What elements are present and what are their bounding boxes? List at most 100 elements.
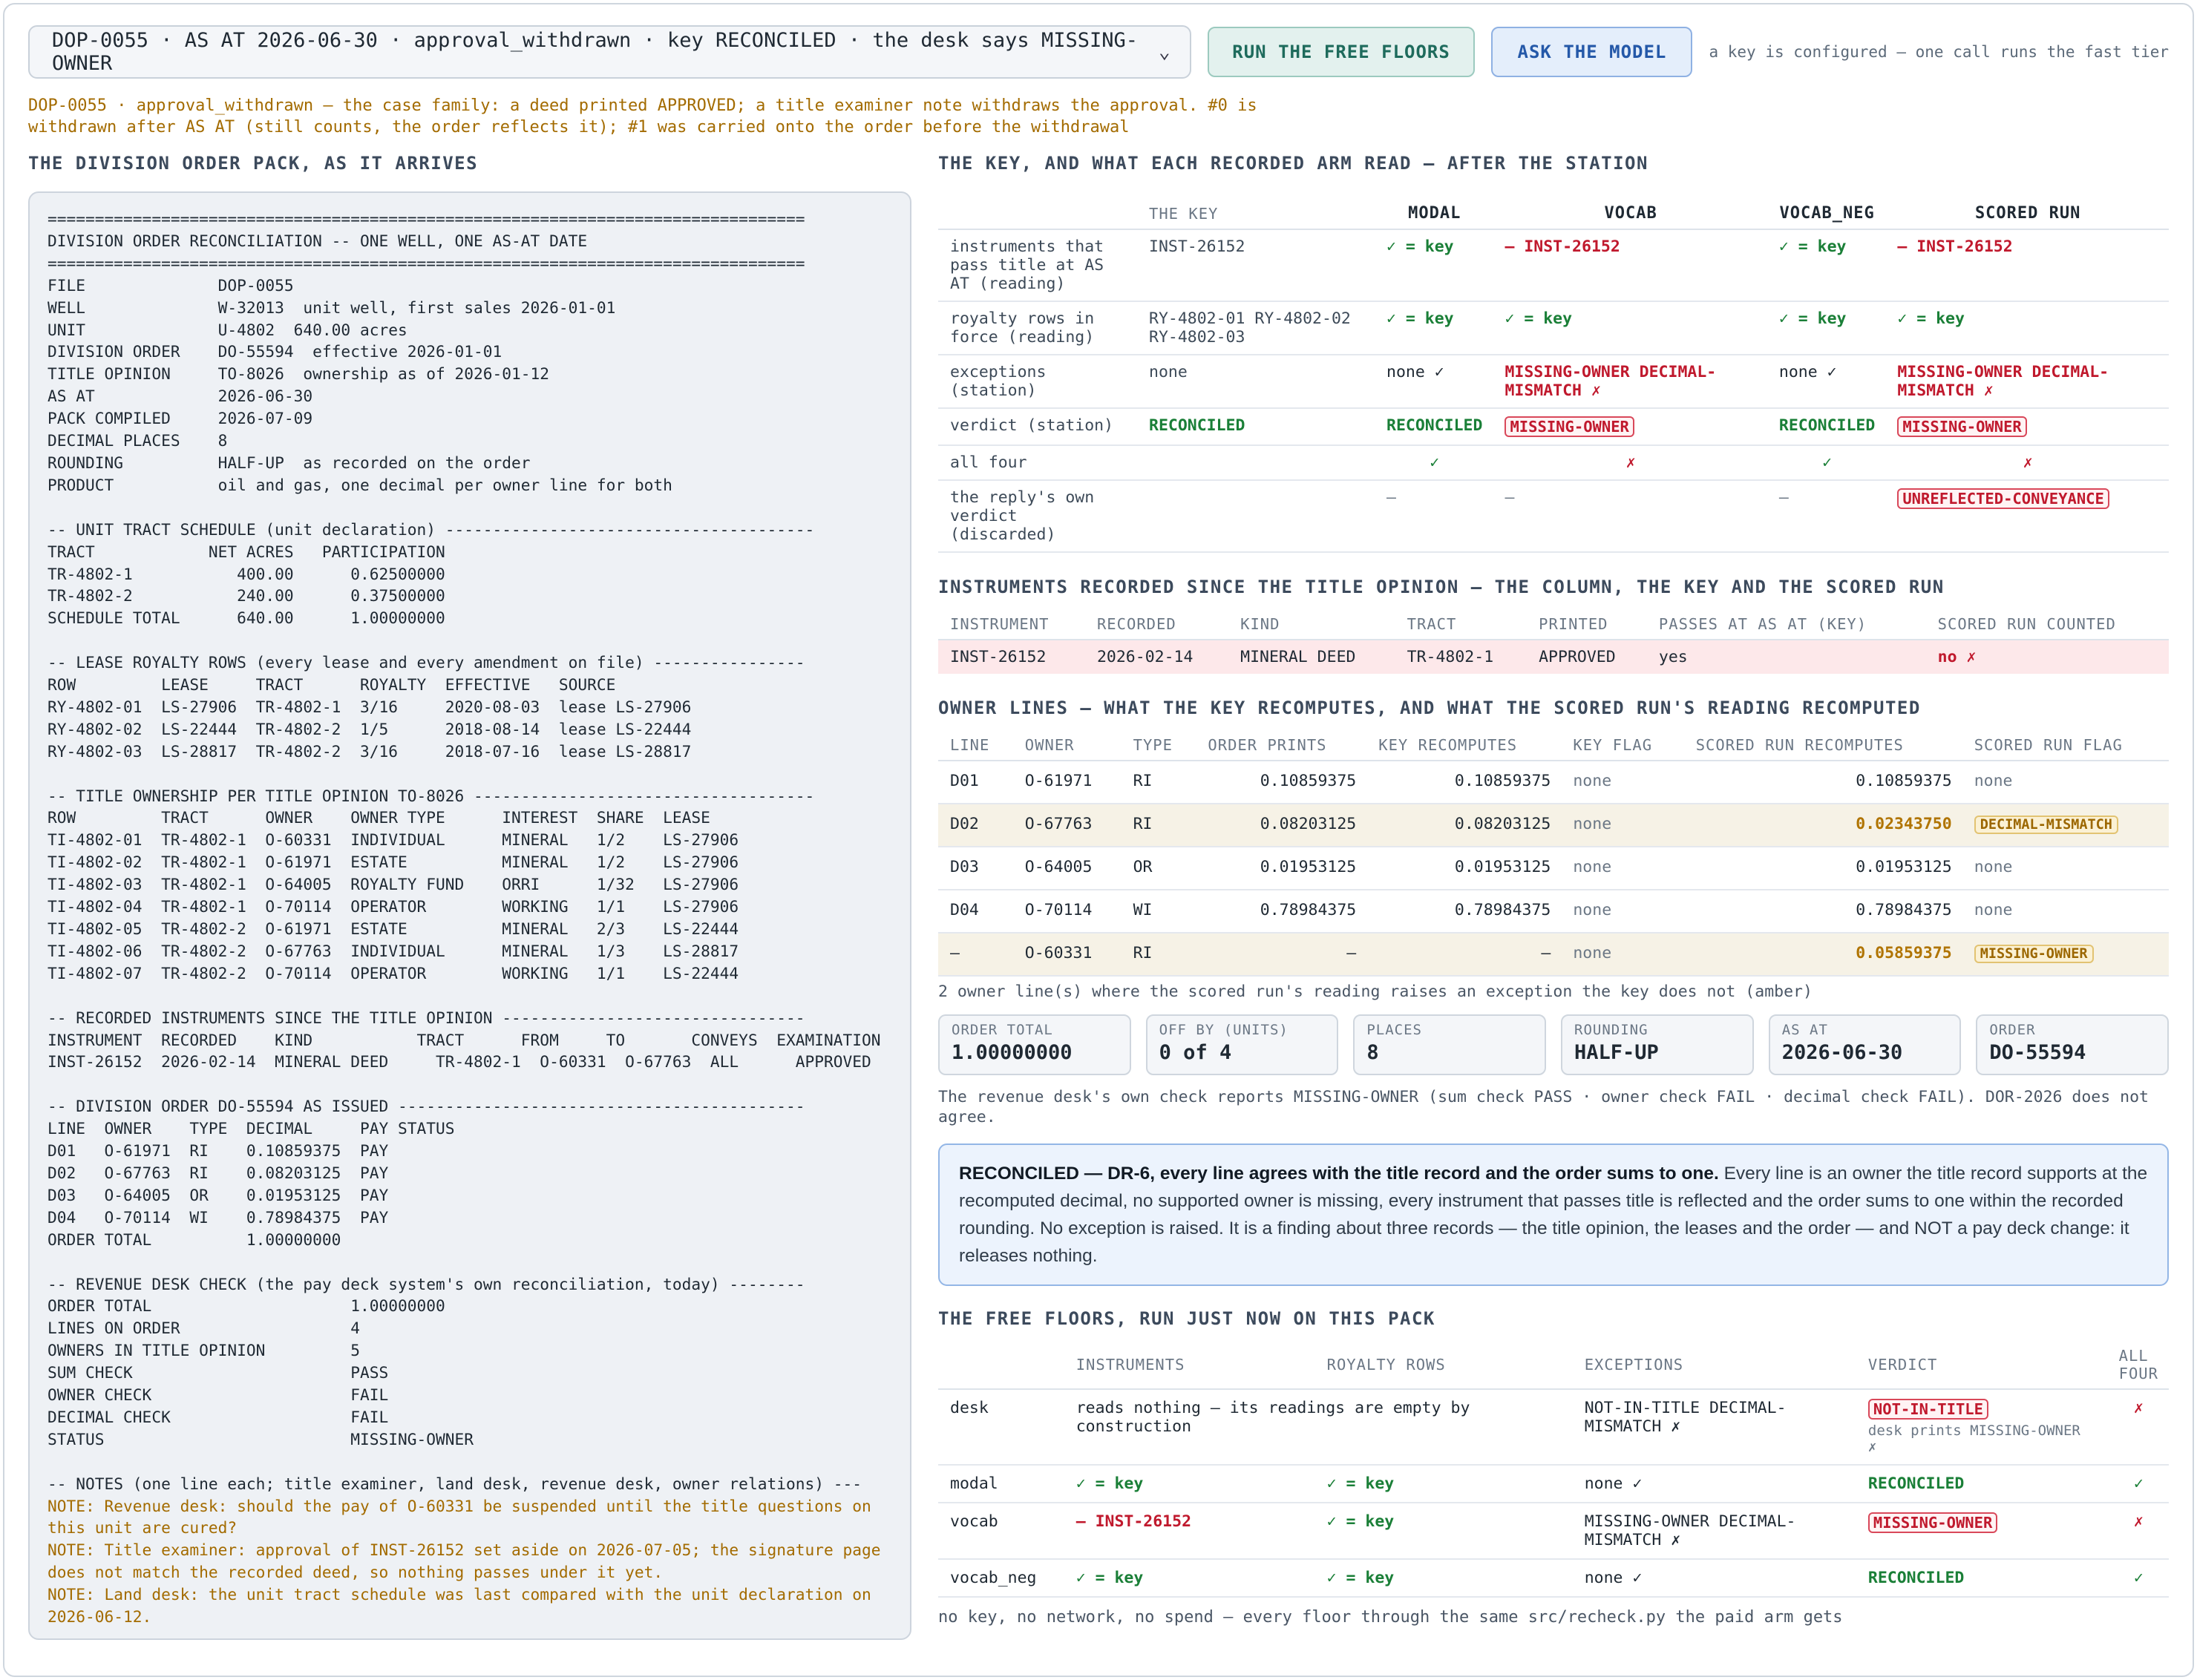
key-recomputes: 0.08203125 (1366, 804, 1562, 847)
arm-instruments: — INST-26152 (1064, 1503, 1315, 1560)
arm-verdict: RECONCILED (1856, 1465, 2107, 1503)
arm-instruments: reads nothing — its readings are empty b… (1064, 1389, 1573, 1466)
desk-check-note: The revenue desk's own check reports MIS… (938, 1088, 2149, 1126)
col-passes: PASSES AT AS AT (KEY) (1646, 609, 1926, 640)
cross-icon: ✗ (2106, 1389, 2169, 1466)
scored-recomputes: 0.02343750 (1683, 804, 1962, 847)
table-row: D01 O-61971 RI 0.10859375 0.10859375 non… (938, 761, 2169, 804)
stat-value: DO-55594 (1989, 1041, 2086, 1064)
ask-model-button[interactable]: ASK THE MODEL (1491, 27, 1693, 77)
scored-value: — INST-26152 (1885, 229, 2169, 302)
col-printed: PRINTED (1527, 609, 1647, 640)
owner-id: O-61971 (1012, 761, 1122, 804)
scored-value: MISSING-OWNER DECIMAL-MISMATCH ✗ (1885, 355, 2169, 409)
order-prints: — (1196, 933, 1367, 977)
scored-cell: UNREFLECTED-CONVEYANCE (1885, 480, 2169, 553)
table-row: vocab — INST-26152 ✓ = key MISSING-OWNER… (938, 1503, 2169, 1560)
owner-type: RI (1121, 761, 1196, 804)
key-recomputes: 0.78984375 (1366, 890, 1562, 933)
table-row: royalty rows in force (reading) RY-4802-… (938, 301, 2169, 355)
key-recomputes: — (1366, 933, 1562, 977)
case-select[interactable]: DOP-0055 · AS AT 2026-06-30 · approval_w… (28, 25, 1191, 79)
vocab-value: MISSING-OWNER DECIMAL-MISMATCH ✗ (1493, 355, 1767, 409)
key-value: INST-26152 (1137, 229, 1375, 302)
chevron-down-icon: ⌄ (1159, 41, 1170, 63)
instruments-title: INSTRUMENTS RECORDED SINCE THE TITLE OPI… (938, 577, 1945, 597)
verdict-heading: RECONCILED — DR-6, every line agrees wit… (959, 1164, 1719, 1184)
arm-exceptions: MISSING-OWNER DECIMAL-MISMATCH ✗ (1572, 1503, 1856, 1560)
key-flag: none (1561, 933, 1684, 977)
status-badge: MISSING-OWNER (1504, 416, 1634, 437)
scored-recomputes: 0.01953125 (1683, 847, 1962, 890)
order-prints: 0.01953125 (1196, 847, 1367, 890)
arm-verdict-cell: NOT-IN-TITLE desk prints MISSING-OWNER ✗ (1856, 1389, 2107, 1466)
arm-instruments: ✓ = key (1064, 1465, 1315, 1503)
stats-row: ORDER TOTAL 1.00000000 OFF BY (UNITS) 0 of… (938, 1014, 2170, 1075)
owner-type: OR (1121, 847, 1196, 890)
stat-label: ORDER (1989, 1022, 2036, 1038)
line-id: D03 (938, 847, 1013, 890)
scored-flag-cell: DECIMAL-MISMATCH (1962, 804, 2169, 847)
key-recomputes: 0.01953125 (1366, 847, 1562, 890)
row-label: all four (938, 445, 1137, 481)
scored-flag: none (1962, 890, 2169, 933)
vocab-value: — (1493, 480, 1767, 553)
col-instruments: INSTRUMENTS (1064, 1341, 1315, 1390)
table-row: the reply's own verdict (discarded) — — … (938, 480, 2169, 553)
col-tract: TRACT (1395, 609, 1528, 640)
table-row: vocab_neg ✓ = key ✓ = key none ✓ RECONCI… (938, 1559, 2169, 1598)
row-label: verdict (station) (938, 408, 1137, 446)
key-value: none (1137, 355, 1375, 409)
table-row: instruments that pass title at AS AT (re… (938, 229, 2169, 302)
scored-recomputes: 0.10859375 (1683, 761, 1962, 804)
stat-value: HALF-UP (1574, 1041, 1659, 1064)
col-owner: OWNER (1012, 730, 1122, 761)
col-scored-flag: SCORED RUN FLAG (1962, 730, 2169, 761)
stat-label: OFF BY (UNITS) (1159, 1022, 1289, 1038)
cross-icon: ✗ (2106, 1503, 2169, 1560)
col-type: TYPE (1121, 730, 1196, 761)
toolbar: DOP-0055 · AS AT 2026-06-30 · approval_w… (28, 25, 2169, 79)
line-id: D01 (938, 761, 1013, 804)
row-label: exceptions (station) (938, 355, 1137, 409)
arm-royalty: ✓ = key (1314, 1503, 1573, 1560)
scored-value: ✓ = key (1885, 301, 2169, 355)
key-col-label (938, 191, 1137, 230)
stat-off-by: OFF BY (UNITS) 0 of 4 (1145, 1014, 1339, 1075)
pack-notes: NOTE: Revenue desk: should the pay of O-… (48, 1496, 881, 1627)
stat-value: 2026-06-30 (1781, 1041, 1903, 1064)
col-order-prints: ORDER PRINTS (1196, 730, 1367, 761)
vocab-neg-value: ✓ = key (1767, 229, 1886, 302)
scored-recomputes: 0.78984375 (1683, 890, 1962, 933)
exception-badge: DECIMAL-MISMATCH (1974, 816, 2118, 834)
modal-value: none ✓ (1375, 355, 1493, 409)
vocab-neg-value: RECONCILED (1767, 408, 1886, 446)
owner-id: O-70114 (1012, 890, 1122, 933)
scored-flag-cell: MISSING-OWNER (1962, 933, 2169, 977)
stat-order-total: ORDER TOTAL 1.00000000 (938, 1014, 1131, 1075)
instrument-kind: MINERAL DEED (1228, 640, 1395, 674)
vocab-value: ✓ = key (1493, 301, 1767, 355)
modal-value: ✓ = key (1375, 229, 1493, 302)
stat-label: ORDER TOTAL (952, 1022, 1053, 1038)
arm-name: desk (938, 1389, 1064, 1466)
col-line: LINE (938, 730, 1013, 761)
order-prints: 0.10859375 (1196, 761, 1367, 804)
run-free-floors-button[interactable]: RUN THE FREE FLOORS (1207, 27, 1476, 77)
owner-id: O-60331 (1012, 933, 1122, 977)
scored-cell: MISSING-OWNER (1885, 408, 2169, 446)
verdict-sub: desk prints MISSING-OWNER ✗ (1867, 1423, 2080, 1455)
vocab-neg-value: none ✓ (1767, 355, 1886, 409)
scored-flag: none (1962, 761, 2169, 804)
check-icon: ✓ (2106, 1559, 2169, 1598)
owner-lines-table: LINE OWNER TYPE ORDER PRINTS KEY RECOMPU… (938, 730, 2169, 977)
free-floors-footer: no key, no network, no spend — every flo… (938, 1608, 1843, 1627)
right-column: THE KEY, AND WHAT EACH RECORDED ARM READ… (938, 153, 2170, 1627)
key-flag: none (1561, 890, 1684, 933)
col-kind: KIND (1228, 609, 1395, 640)
stat-label: ROUNDING (1574, 1022, 1648, 1038)
line-id: — (938, 933, 1013, 977)
instrument-recorded: 2026-02-14 (1084, 640, 1229, 674)
col-recorded: RECORDED (1084, 609, 1229, 640)
